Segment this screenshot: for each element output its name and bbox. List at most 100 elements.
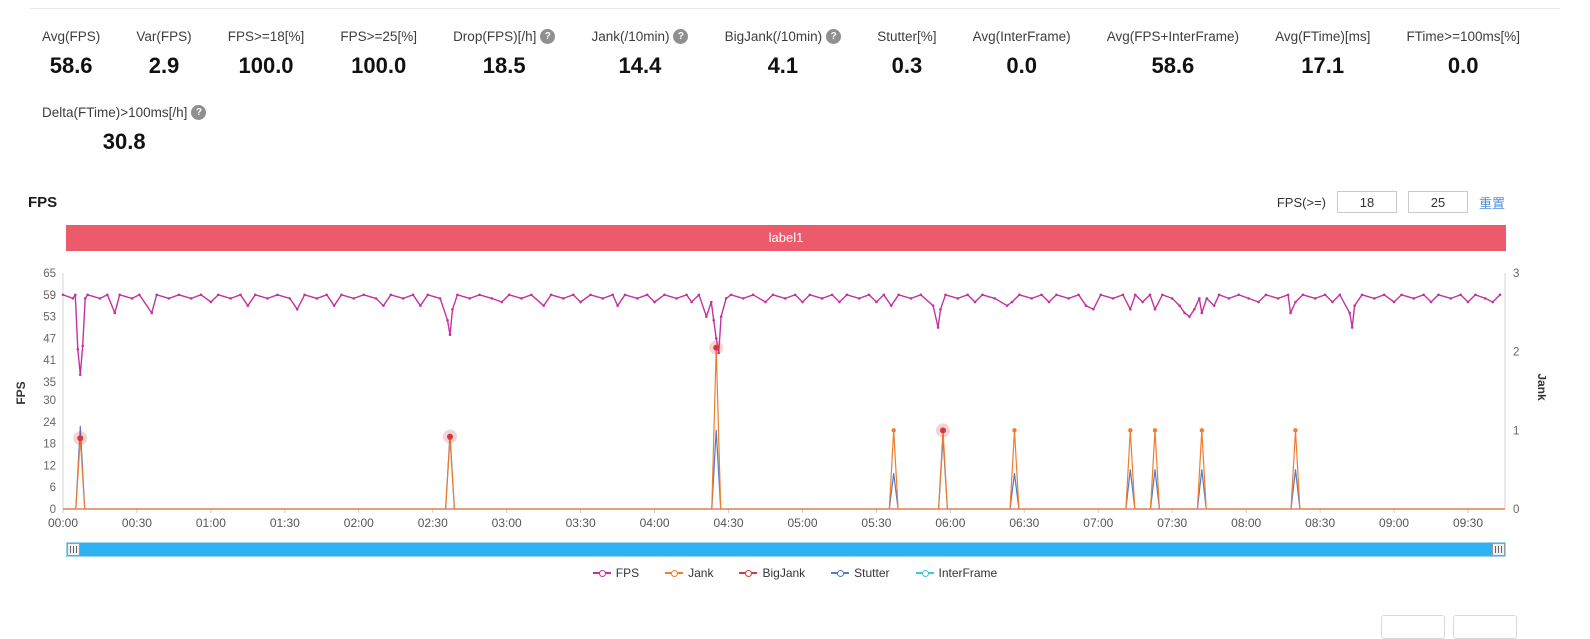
range-handle-right[interactable] [1492, 543, 1505, 556]
legend-label: BigJank [762, 566, 806, 580]
svg-text:02:00: 02:00 [344, 516, 374, 530]
legend-item-jank[interactable]: Jank [665, 566, 713, 580]
fps-threshold-label: FPS(>=) [1276, 194, 1326, 210]
top-divider [30, 8, 1560, 9]
fps-section-title: FPS [28, 193, 58, 211]
partial-input-1[interactable] [1381, 615, 1445, 639]
grip-icon [70, 546, 77, 553]
stat-label: FPS>=18[%] [227, 29, 305, 44]
stat-label: Delta(FTime)>100ms[/h]? [42, 105, 207, 120]
help-icon[interactable]: ? [540, 29, 556, 44]
legend-item-bigjank[interactable]: BigJank [739, 566, 805, 580]
legend-dot-icon [745, 569, 753, 577]
chart-range-slider[interactable] [66, 542, 1506, 557]
help-icon[interactable]: ? [191, 105, 207, 120]
svg-text:6: 6 [50, 482, 56, 494]
stat-label: Jank(/10min)? [591, 29, 689, 44]
svg-text:53: 53 [43, 312, 56, 324]
svg-text:59: 59 [43, 290, 56, 302]
stat-avg-ftime-ms: Avg(FTime)[ms] 17.1 [1275, 29, 1370, 79]
svg-text:30: 30 [43, 395, 56, 407]
bigjank-markers [73, 340, 950, 446]
svg-text:3: 3 [1513, 268, 1519, 280]
help-icon[interactable]: ? [673, 29, 689, 44]
stat-value: 30.8 [102, 129, 146, 154]
series-jank [63, 345, 1505, 510]
svg-text:08:00: 08:00 [1231, 516, 1261, 530]
stat-value: 58.6 [1151, 53, 1195, 78]
fps-threshold-controls: FPS(>=) 重置 [1277, 191, 1505, 213]
legend-item-stutter[interactable]: Stutter [831, 566, 890, 580]
legend-dot-icon [921, 569, 929, 577]
svg-text:24: 24 [43, 417, 56, 429]
stats-row-1: Avg(FPS) 58.6 Var(FPS) 2.9 FPS>=18[%] 100.0 FP… [42, 29, 1520, 79]
stat-drop-fps-h: Drop(FPS)[/h]? 18.5 [453, 29, 556, 79]
fps-threshold-input-2[interactable] [1407, 191, 1468, 213]
svg-text:12: 12 [43, 460, 56, 472]
stat-fps-18: FPS>=18[%] 100.0 [228, 29, 305, 79]
svg-text:0: 0 [1513, 504, 1519, 516]
stat-value: 58.6 [49, 53, 93, 78]
stat-label: Avg(FPS+InterFrame) [1106, 29, 1239, 44]
stat-delta-ftime-100ms-h: Delta(FTime)>100ms[/h]? 30.8 [42, 105, 207, 155]
range-handle-left[interactable] [67, 543, 80, 556]
fps-section-header: FPS FPS(>=) 重置 [28, 191, 1505, 213]
chart-legend: FPS Jank BigJank Stutter InterFrame [0, 566, 1590, 580]
stats-row-2: Delta(FTime)>100ms[/h]? 30.8 [42, 105, 1590, 155]
stat-label: BigJank(/10min)? [725, 29, 842, 44]
legend-line-icon [665, 569, 684, 577]
legend-line-icon [831, 569, 850, 577]
left-axis-title: FPS [16, 381, 28, 404]
stat-value: 4.1 [767, 53, 799, 78]
svg-text:41: 41 [43, 355, 56, 367]
svg-text:08:30: 08:30 [1305, 516, 1335, 530]
stat-value: 2.9 [148, 53, 180, 78]
perf-report-page: { "stats": { "row1": [ {"label": "Avg(FP… [0, 8, 1590, 639]
svg-text:04:30: 04:30 [714, 516, 744, 530]
series-fps [61, 293, 1502, 376]
reset-button[interactable]: 重置 [1478, 195, 1505, 211]
stat-value: 14.4 [618, 53, 662, 78]
legend-label: Jank [688, 566, 714, 580]
legend-label: InterFrame [938, 566, 998, 580]
stat-label: FPS>=25[%] [340, 29, 417, 44]
svg-text:65: 65 [43, 268, 56, 280]
svg-text:18: 18 [43, 439, 56, 451]
stat-label: Stutter[%] [877, 29, 937, 44]
legend-dot-icon [837, 569, 845, 577]
svg-text:06:00: 06:00 [935, 516, 965, 530]
svg-text:00:00: 00:00 [48, 516, 78, 530]
stat-stutter: Stutter[%] 0.3 [877, 29, 936, 79]
legend-item-interframe[interactable]: InterFrame [915, 566, 998, 580]
partial-input-2[interactable] [1453, 615, 1517, 639]
chart-banner: label1 [66, 225, 1506, 251]
legend-label: FPS [615, 566, 640, 580]
svg-text:03:30: 03:30 [566, 516, 596, 530]
legend-line-icon [592, 569, 611, 577]
stat-avg-fps: Avg(FPS) 58.6 [42, 29, 100, 79]
svg-text:0: 0 [50, 504, 56, 516]
stat-var-fps: Var(FPS) 2.9 [136, 29, 191, 79]
svg-text:2: 2 [1513, 347, 1519, 359]
svg-text:07:30: 07:30 [1157, 516, 1187, 530]
svg-text:09:30: 09:30 [1453, 516, 1483, 530]
svg-text:01:00: 01:00 [196, 516, 226, 530]
svg-text:06:30: 06:30 [1009, 516, 1039, 530]
help-icon[interactable]: ? [826, 29, 842, 44]
legend-item-fps[interactable]: FPS [592, 566, 640, 580]
grip-icon [1495, 546, 1502, 553]
svg-text:09:00: 09:00 [1379, 516, 1409, 530]
stat-label: Avg(FTime)[ms] [1275, 29, 1371, 44]
svg-text:1: 1 [1513, 425, 1519, 437]
svg-text:07:00: 07:00 [1083, 516, 1113, 530]
fps-threshold-input-1[interactable] [1336, 191, 1397, 213]
stat-label: Avg(FPS) [42, 29, 101, 44]
stat-value: 0.3 [891, 53, 923, 78]
svg-text:02:30: 02:30 [418, 516, 448, 530]
svg-text:03:00: 03:00 [492, 516, 522, 530]
stat-value: 17.1 [1301, 53, 1345, 78]
stat-label: Avg(InterFrame) [972, 29, 1071, 44]
svg-text:04:00: 04:00 [640, 516, 670, 530]
stat-avg-fps-interframe: Avg(FPS+InterFrame) 58.6 [1107, 29, 1239, 79]
